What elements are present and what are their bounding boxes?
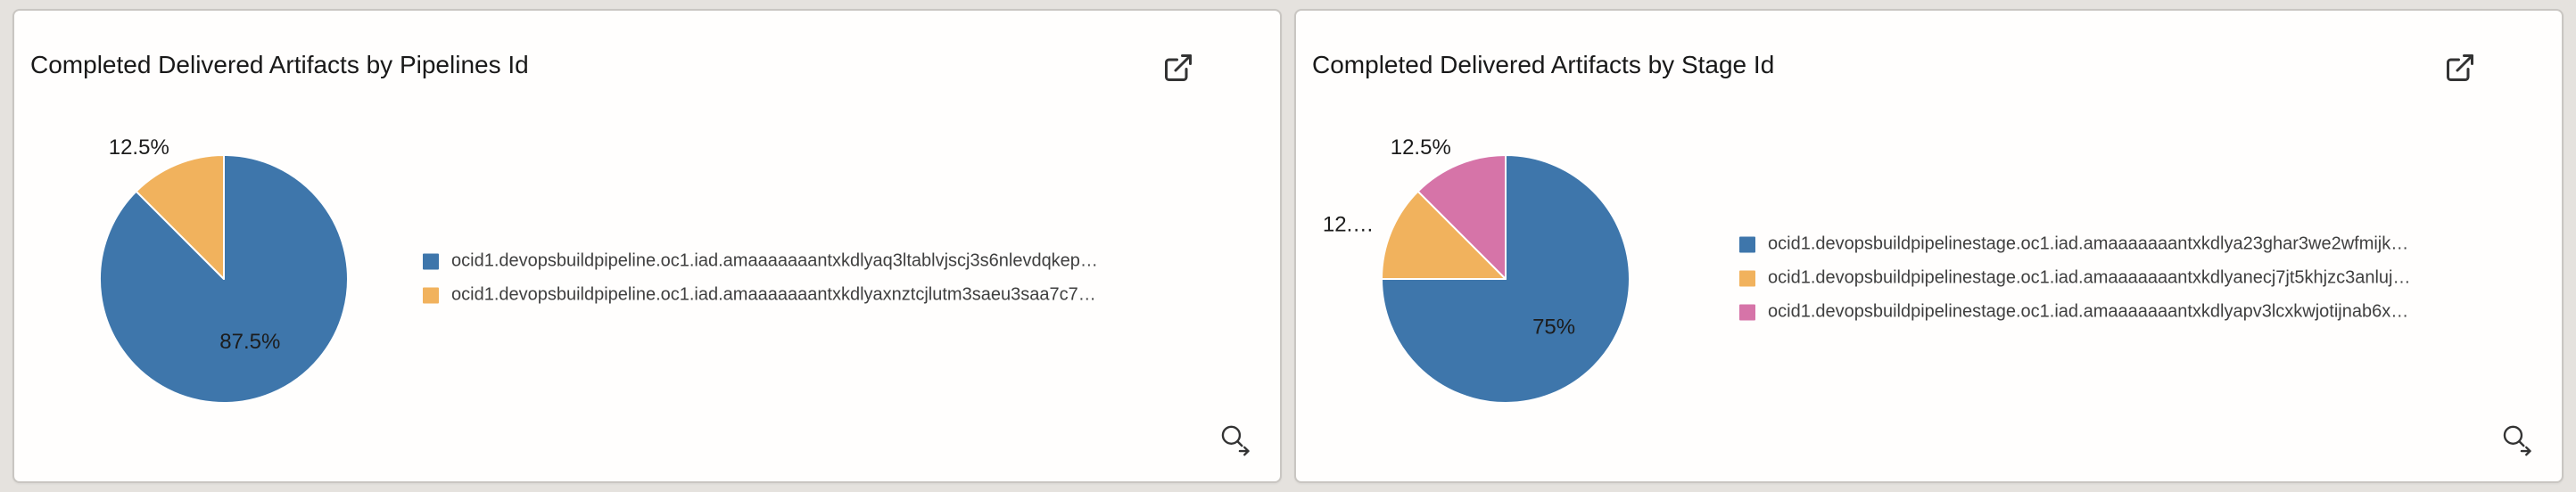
pie-chart-stage: 75% 12.… 12.5% bbox=[1323, 135, 1631, 404]
pie-slice[interactable] bbox=[1416, 154, 1507, 280]
widget-title: Completed Delivered Artifacts by Stage I… bbox=[1312, 51, 1775, 78]
pie-slice[interactable] bbox=[1381, 154, 1631, 404]
legend-label: ocid1.devopsbuildpipeline.oc1.iad.amaaaa… bbox=[451, 250, 1098, 271]
legend-swatch-icon bbox=[423, 253, 439, 269]
legend-label: ocid1.devopsbuildpipelinestage.oc1.iad.a… bbox=[1768, 267, 2411, 288]
widget-title: Completed Delivered Artifacts by Pipelin… bbox=[30, 51, 529, 78]
legend-swatch-icon bbox=[1739, 304, 1755, 320]
legend-swatch-icon bbox=[1739, 270, 1755, 286]
open-in-new-window-icon bbox=[1165, 54, 1192, 81]
legend-label: ocid1.devopsbuildpipelinestage.oc1.iad.a… bbox=[1768, 301, 2409, 322]
magnifier-arrow-icon[interactable] bbox=[1218, 422, 1251, 456]
magnifier-arrow-icon[interactable] bbox=[2499, 422, 2533, 456]
legend-label: ocid1.devopsbuildpipeline.oc1.iad.amaaaa… bbox=[451, 284, 1096, 305]
legend-swatch-icon bbox=[1739, 236, 1755, 252]
pie-slice-label: 12.5% bbox=[1391, 135, 1451, 160]
pie-slice[interactable] bbox=[135, 154, 225, 280]
legend-item[interactable]: ocid1.devopsbuildpipeline.oc1.iad.amaaaa… bbox=[423, 251, 1098, 272]
pie-slice-label: 75% bbox=[1532, 316, 1575, 340]
pie-slice[interactable] bbox=[1381, 190, 1507, 280]
open-in-new-window-icon[interactable] bbox=[1162, 52, 1194, 84]
legend-item[interactable]: ocid1.devopsbuildpipelinestage.oc1.iad.a… bbox=[1739, 268, 2411, 289]
widget-pipelines-card: Completed Delivered Artifacts by Pipelin… bbox=[12, 9, 1282, 483]
magnifier-arrow-icon bbox=[1221, 425, 1250, 456]
pie-slice-label: 87.5% bbox=[219, 330, 280, 354]
pie-slice-label: 12.5% bbox=[109, 135, 169, 160]
magnifier-arrow-icon bbox=[2503, 425, 2531, 456]
legend-swatch-icon bbox=[423, 287, 439, 303]
pie-slice-label: 12.… bbox=[1323, 212, 1374, 236]
widget-stage-card: Completed Delivered Artifacts by Stage I… bbox=[1294, 9, 2564, 483]
legend-item[interactable]: ocid1.devopsbuildpipelinestage.oc1.iad.a… bbox=[1739, 302, 2411, 323]
open-in-new-window-icon bbox=[2447, 54, 2473, 81]
legend-item[interactable]: ocid1.devopsbuildpipelinestage.oc1.iad.a… bbox=[1739, 234, 2411, 255]
legend-item[interactable]: ocid1.devopsbuildpipeline.oc1.iad.amaaaa… bbox=[423, 285, 1098, 306]
pie-chart-pipelines: 87.5% 12.5% bbox=[98, 135, 349, 404]
legend: ocid1.devopsbuildpipeline.oc1.iad.amaaaa… bbox=[423, 251, 1098, 306]
open-in-new-window-icon[interactable] bbox=[2444, 52, 2476, 84]
legend: ocid1.devopsbuildpipelinestage.oc1.iad.a… bbox=[1739, 234, 2411, 323]
legend-label: ocid1.devopsbuildpipelinestage.oc1.iad.a… bbox=[1768, 234, 2409, 254]
